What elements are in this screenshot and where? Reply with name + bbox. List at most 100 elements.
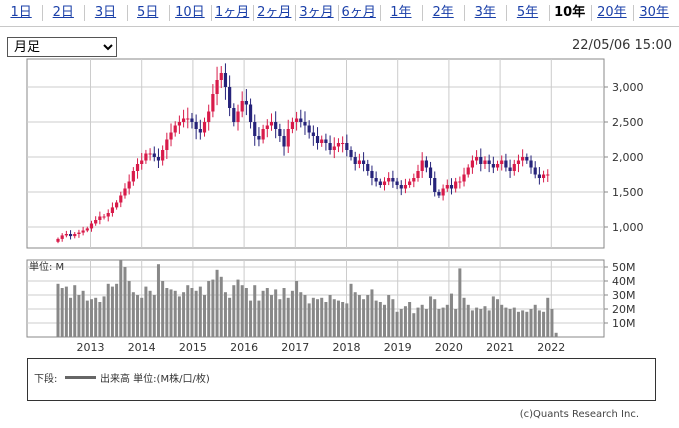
volume-bar <box>215 269 219 337</box>
candle-body <box>311 132 315 136</box>
volume-tick-label: 40M <box>612 275 636 288</box>
volume-bar <box>127 281 131 337</box>
candle-body <box>315 136 320 143</box>
candle-body <box>475 157 479 161</box>
volume-bar <box>491 296 495 337</box>
candle-body <box>56 238 60 242</box>
tab-15[interactable]: 20年 <box>597 5 627 20</box>
volume-bar <box>131 292 135 337</box>
volume-bar <box>403 306 407 337</box>
candle-body <box>424 160 428 168</box>
tab-10[interactable]: 1年 <box>390 5 412 20</box>
candle-body <box>257 136 261 140</box>
volume-tick-label: 30M <box>612 289 636 302</box>
candle-body <box>546 174 550 176</box>
candle-body <box>102 216 106 218</box>
x-tick-label: 2022 <box>537 341 565 354</box>
y-tick-label: 3,000 <box>612 81 644 94</box>
x-tick-label: 2019 <box>384 341 412 354</box>
volume-bar <box>349 283 353 337</box>
volume-bar <box>370 289 374 337</box>
volume-bar <box>73 285 77 337</box>
candle-body <box>374 178 378 182</box>
tab-8[interactable]: 3ヶ月 <box>299 5 334 20</box>
volume-bar <box>416 307 420 337</box>
volume-bar <box>177 296 181 337</box>
period-select[interactable]: 月足 <box>7 37 117 57</box>
x-tick-label: 2014 <box>128 341 156 354</box>
candle-body <box>215 80 219 94</box>
volume-bar <box>454 309 458 337</box>
volume-bar <box>232 285 236 337</box>
tab-3[interactable]: 3日 <box>94 5 117 20</box>
tab-separator <box>506 5 508 21</box>
volume-bar <box>387 295 391 337</box>
x-tick-label: 2020 <box>435 341 463 354</box>
candle-body <box>299 118 303 122</box>
candle-body <box>470 160 475 168</box>
candle-body <box>152 153 156 157</box>
candle-body <box>483 160 487 164</box>
candle-body <box>274 122 278 129</box>
candle-body <box>265 125 269 129</box>
tab-11[interactable]: 2年 <box>432 5 454 20</box>
volume-bar <box>362 299 366 337</box>
volume-bar <box>475 307 479 337</box>
tab-7[interactable]: 2ヶ月 <box>257 5 292 20</box>
volume-bar <box>219 276 223 337</box>
tab-14[interactable]: 10年 <box>554 5 586 20</box>
candle-body <box>516 160 521 164</box>
volume-bar <box>140 297 144 337</box>
tab-9[interactable]: 6ヶ月 <box>341 5 376 20</box>
candle-body <box>110 207 115 213</box>
volume-bar <box>378 302 382 337</box>
candle-body <box>428 167 433 178</box>
candle-body <box>177 122 181 126</box>
volume-bar <box>123 267 127 337</box>
candle-body <box>278 129 282 136</box>
candle-body <box>135 164 140 171</box>
volume-bar <box>165 288 169 337</box>
candle-body <box>307 125 311 133</box>
volume-bar <box>470 310 474 337</box>
y-tick-label: 2,000 <box>612 151 644 164</box>
candle-body <box>94 220 98 224</box>
volume-bar <box>424 309 428 337</box>
tab-4[interactable]: 5日 <box>137 5 159 20</box>
candle-body <box>81 230 85 233</box>
candle-body <box>186 118 190 120</box>
candle-body <box>366 164 370 171</box>
tab-1[interactable]: 1日 <box>10 5 32 20</box>
volume-bar <box>429 296 433 337</box>
volume-bar <box>462 297 466 337</box>
volume-bar <box>244 288 248 337</box>
volume-bar <box>316 299 320 337</box>
volume-bar <box>286 297 290 337</box>
volume-bar <box>408 302 412 337</box>
period-tabs: 1日 2日 3日 5日 10日 1ヶ月 2ヶ月 3ヶ月 6ヶ月 1年 2年 3年 5年 10年 20年 30年 <box>0 0 679 26</box>
candle-body <box>458 181 462 183</box>
candle-body <box>370 171 374 178</box>
tab-6[interactable]: 1ヶ月 <box>214 5 250 20</box>
tab-5[interactable]: 10日 <box>175 5 205 20</box>
volume-bar <box>353 292 357 337</box>
candle-body <box>454 181 458 189</box>
tab-16[interactable]: 30年 <box>639 5 669 20</box>
candle-body <box>253 122 257 136</box>
tab-separator <box>590 5 592 21</box>
x-tick-label: 2015 <box>179 341 207 354</box>
tab-2[interactable]: 2日 <box>52 5 74 20</box>
candle-body <box>119 195 123 203</box>
volume-bar <box>336 300 340 337</box>
volume-bar <box>374 300 378 337</box>
tab-13[interactable]: 5年 <box>516 5 539 20</box>
volume-bar <box>240 285 244 337</box>
tab-separator <box>464 5 466 21</box>
legend-box: 下段: 出来高 単位:(M株/口/枚) <box>27 358 656 401</box>
volume-bar <box>64 286 68 337</box>
candle-body <box>441 188 445 196</box>
tab-12[interactable]: 3年 <box>474 5 496 20</box>
volume-bar <box>399 309 403 337</box>
candle-body <box>357 160 361 164</box>
volume-bar <box>261 290 265 337</box>
